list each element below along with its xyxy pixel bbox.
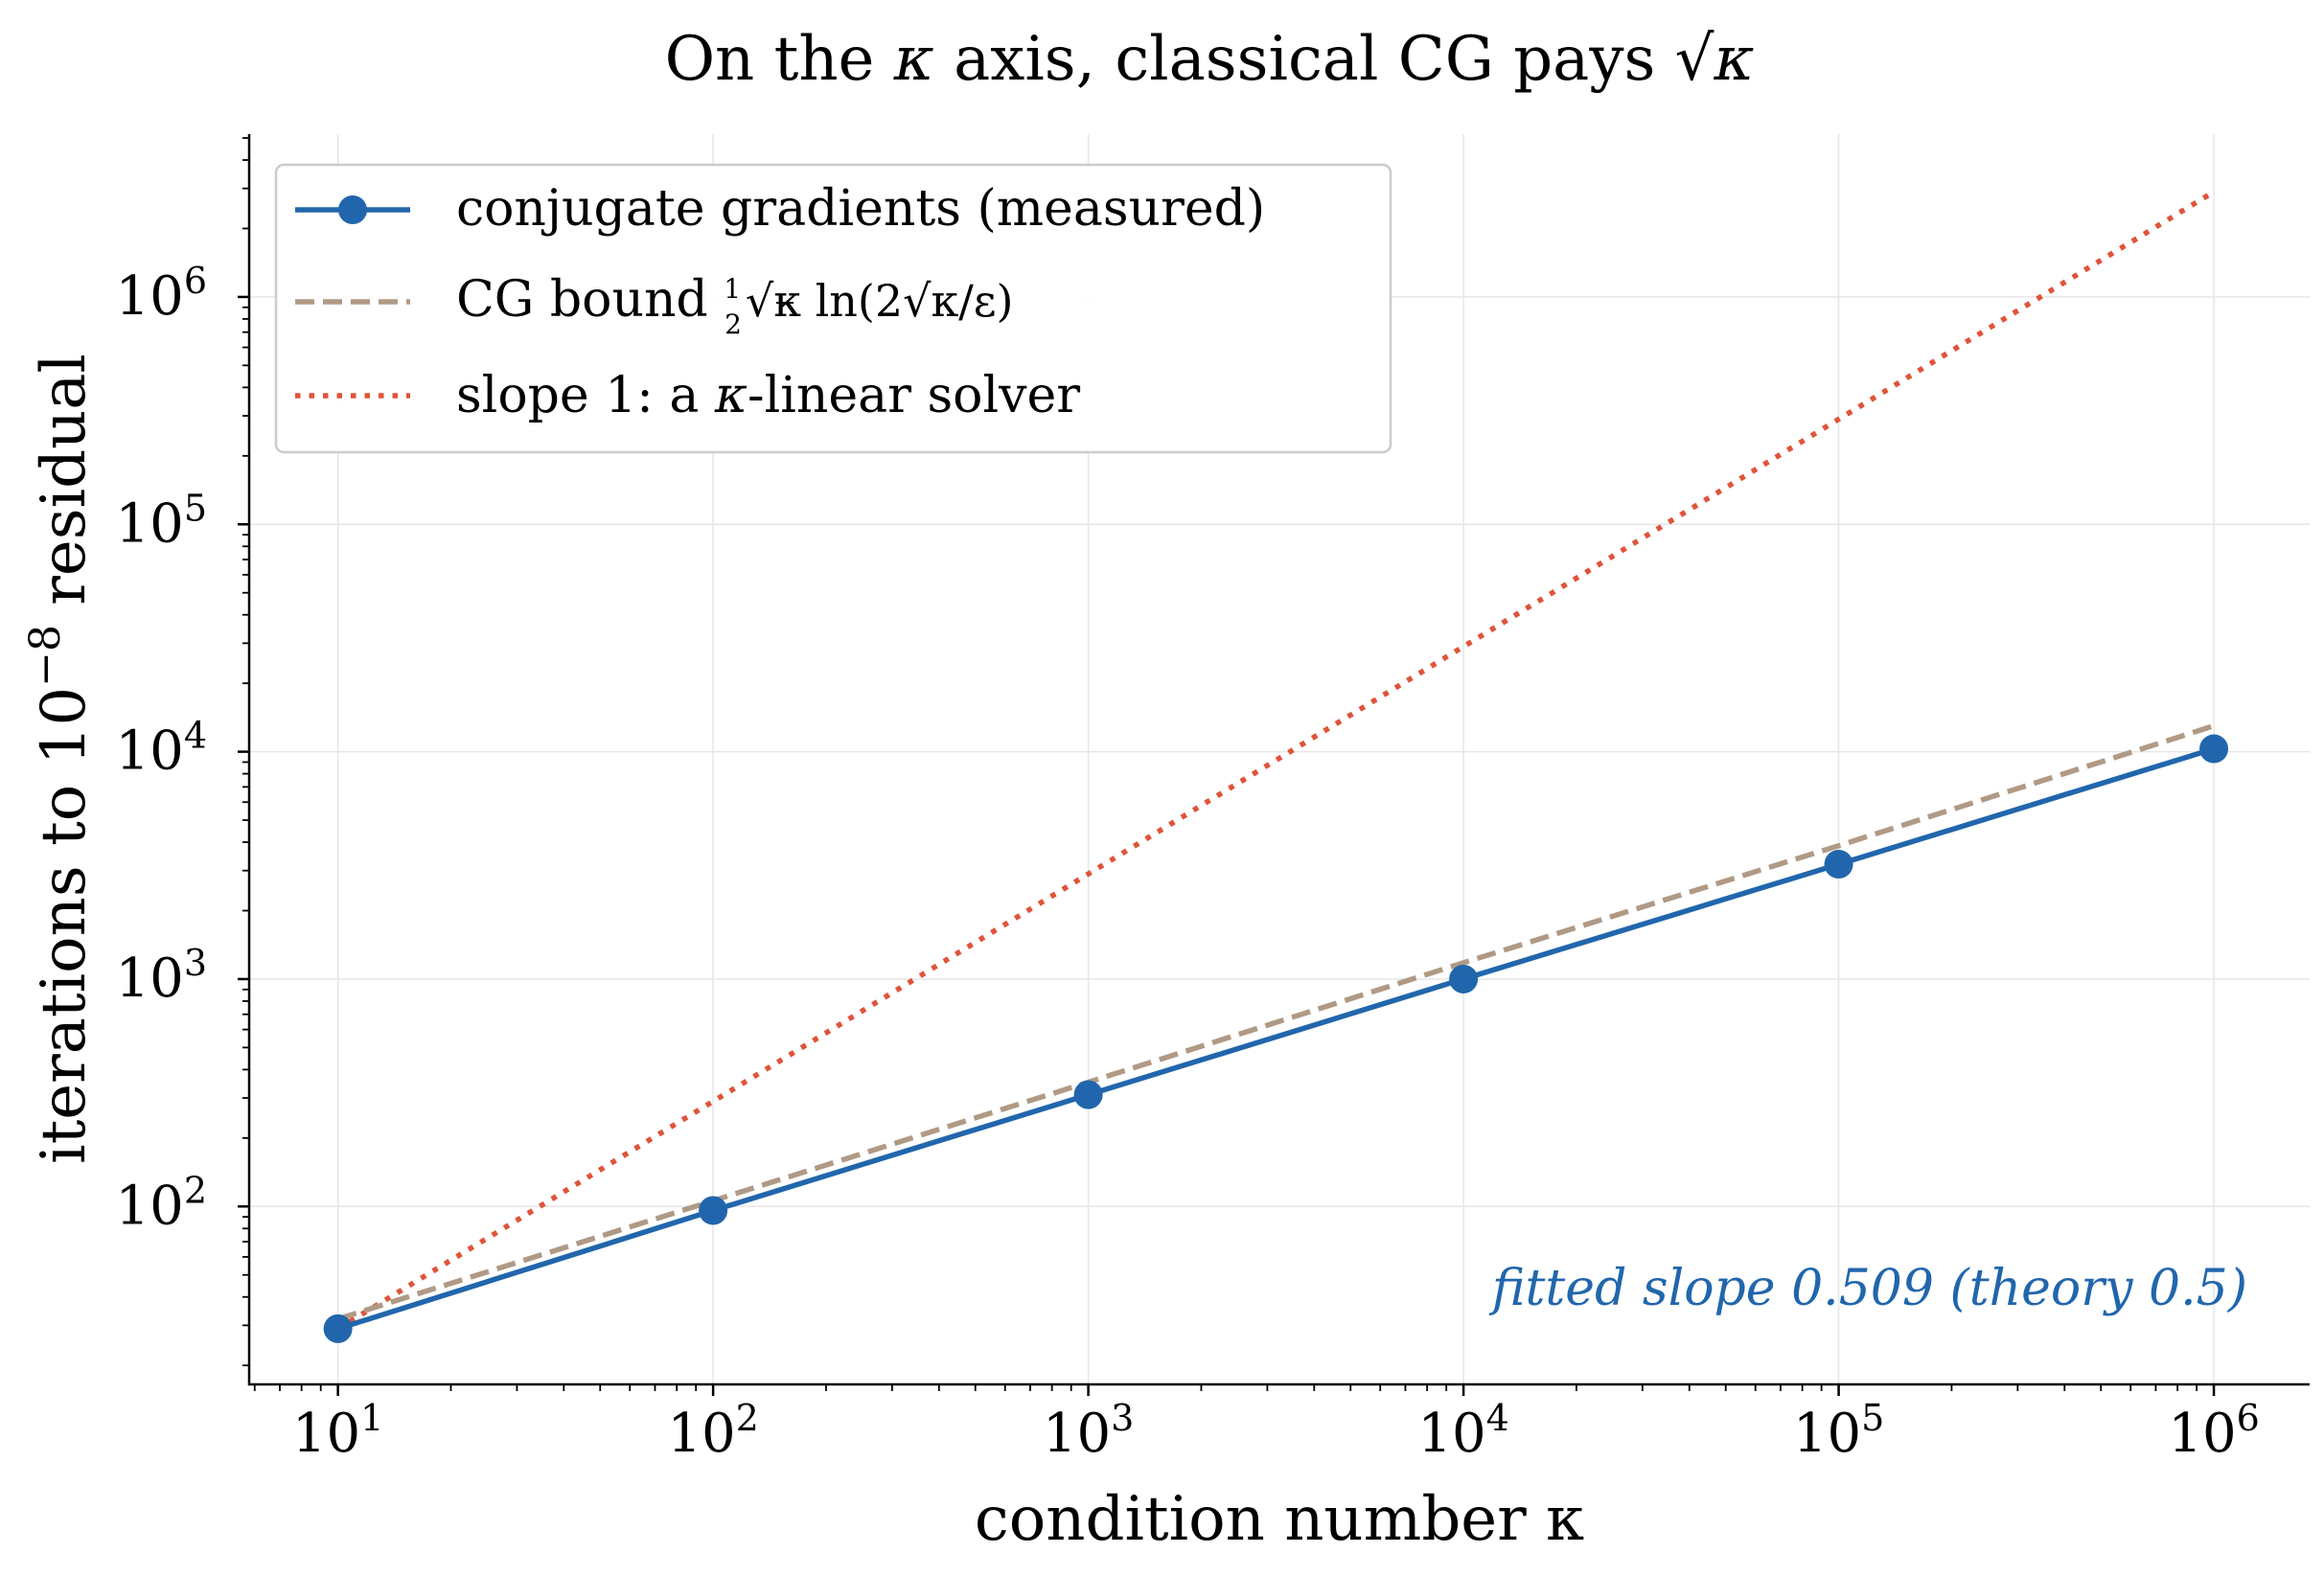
y-label-suffix: residual [29, 354, 100, 625]
y-tick-label-exponent: 5 [184, 487, 207, 529]
data-point-measured [1824, 850, 1853, 879]
y-tick-label: 104 [116, 715, 207, 783]
x-tick-label-base: 10 [667, 1403, 735, 1465]
x-tick-label-exponent: 4 [1486, 1397, 1509, 1439]
slope1-kappa: κ [714, 367, 748, 424]
y-tick-label-base: 10 [116, 948, 184, 1010]
data-point-measured [1449, 964, 1479, 994]
legend-label-measured: conjugate gradients (measured) [456, 180, 1265, 238]
x-tick-label: 106 [2168, 1397, 2259, 1465]
slope1-suffix: -linear solver [748, 367, 1080, 424]
bound-frac-den: 2 [725, 308, 742, 340]
x-axis-label: condition number κ [975, 1484, 1584, 1555]
series-layer [323, 189, 2229, 1343]
x-tick-label-exponent: 1 [360, 1397, 383, 1439]
slope1-prefix: slope 1: a [456, 367, 715, 424]
data-point-measured [2199, 734, 2229, 764]
x-tick-label-base: 10 [2168, 1403, 2236, 1465]
x-tick-label-base: 10 [1793, 1403, 1861, 1465]
data-point-measured [699, 1196, 728, 1225]
title-prefix: On the [665, 24, 894, 95]
y-tick-label: 105 [116, 487, 207, 555]
x-tick-label-exponent: 5 [1861, 1397, 1884, 1439]
legend-label-bound: CG bound 1 2√κ ln(2√κ/ε) [456, 271, 1013, 340]
y-axis-label: iterations to 10−8 residual [21, 354, 100, 1164]
y-label-exponent: −8 [21, 625, 70, 687]
y-tick-label-base: 10 [116, 492, 184, 555]
x-tick-label-base: 10 [1417, 1403, 1485, 1465]
chart-title: On the κ axis, classical CG pays √κ [665, 24, 1755, 95]
slope-annotation: fitted slope 0.509 (theory 0.5) [1488, 1260, 2247, 1317]
data-point-measured [1073, 1080, 1103, 1109]
bound-formula: √κ ln(2√κ/ε) [746, 275, 1014, 327]
legend-label-slope1: slope 1: a κ-linear solver [456, 367, 1080, 424]
x-tick-label: 103 [1043, 1397, 1134, 1465]
title-kappa: κ [893, 24, 934, 95]
series-line-bound [336, 722, 2215, 1322]
x-tick-label: 101 [292, 1397, 383, 1465]
legend: conjugate gradients (measured) CG bound … [274, 163, 1392, 454]
y-tick-label-exponent: 3 [184, 942, 207, 984]
series-line-slope1 [336, 189, 2216, 1332]
y-tick-label-base: 10 [116, 1175, 184, 1237]
y-tick-label: 102 [116, 1169, 207, 1237]
y-label-prefix: iterations to 10 [29, 687, 100, 1164]
x-tick-label-exponent: 2 [736, 1397, 759, 1439]
x-tick-label-exponent: 6 [2237, 1397, 2260, 1439]
bound-label-lead: CG bound [456, 271, 724, 329]
y-tick-label-base: 10 [116, 720, 184, 783]
x-tick-label-base: 10 [292, 1403, 360, 1465]
x-tick-label: 104 [1417, 1397, 1508, 1465]
x-tick-label-base: 10 [1043, 1403, 1111, 1465]
y-tick-label-exponent: 2 [184, 1169, 207, 1211]
y-tick-label: 106 [116, 260, 207, 328]
x-tick-label-exponent: 3 [1111, 1397, 1134, 1439]
x-tick-label: 102 [667, 1397, 758, 1465]
y-tick-label: 103 [116, 942, 207, 1010]
data-point-measured [323, 1313, 353, 1343]
x-tick-label: 105 [1793, 1397, 1884, 1465]
y-tick-label-exponent: 6 [184, 260, 207, 302]
series-line-measured [336, 745, 2215, 1332]
title-suffix: axis, classical CG pays [934, 24, 1675, 95]
legend-box [274, 163, 1392, 454]
y-tick-label-base: 10 [116, 265, 184, 328]
y-tick-label-exponent: 4 [184, 715, 207, 757]
legend-marker-measured [338, 195, 367, 224]
title-sqrt-kappa: √κ [1675, 24, 1755, 95]
bound-frac-num: 1 [724, 273, 741, 305]
